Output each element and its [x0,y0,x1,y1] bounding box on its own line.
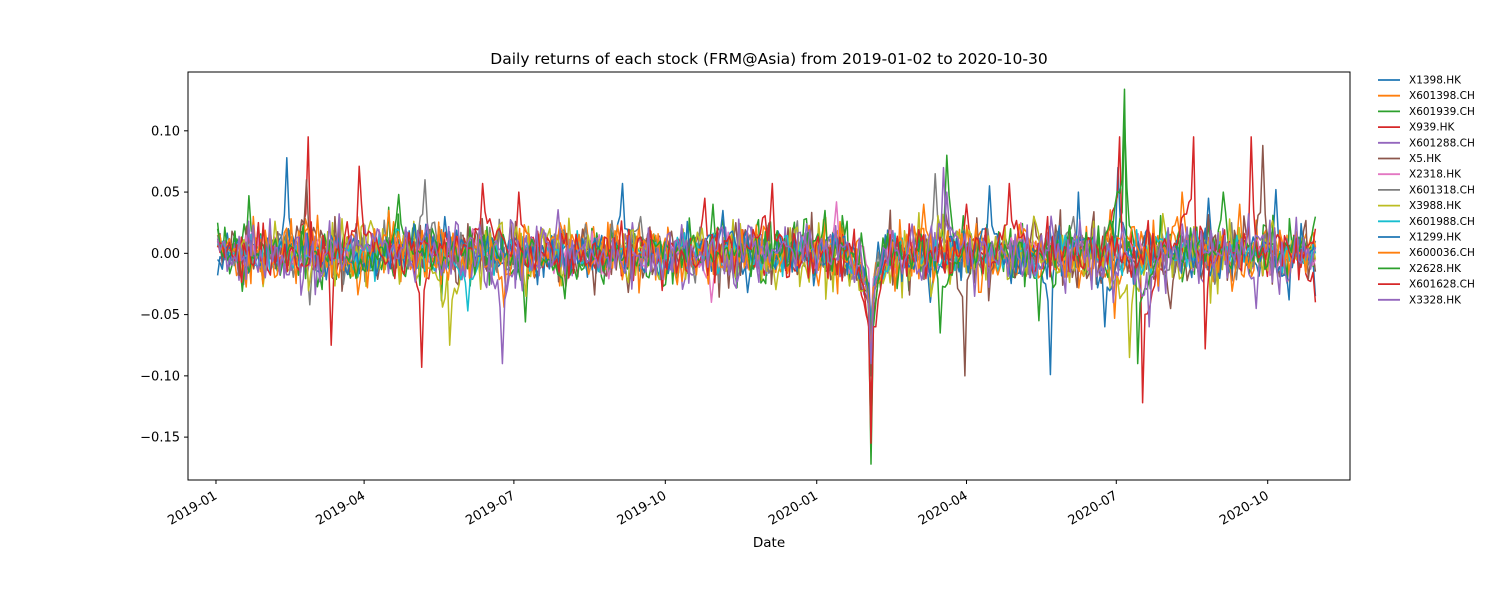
legend-label: X2318.HK [1409,169,1462,181]
legend-label: X601318.CH [1409,184,1475,196]
legend-label: X3988.HK [1409,200,1462,212]
x-tick-label: 2019-04 [314,488,369,528]
x-tick-label: 2020-10 [1217,488,1272,528]
legend-label: X5.HK [1409,153,1442,165]
x-tick-label: 2020-01 [766,488,821,528]
legend-label: X600036.CH [1409,247,1475,259]
plot-lines [216,88,1317,465]
legend-label: X601988.CH [1409,216,1475,228]
series-line-x2628-hk [216,88,1317,465]
legend: X1398.HK X601398.CH X601939.CH X939.HK X6012… [1378,75,1475,306]
x-axis-label: Date [753,535,785,551]
legend-label: X601398.CH [1409,90,1475,102]
legend-label: X2628.HK [1409,263,1462,275]
legend-label: X939.HK [1409,122,1455,134]
axes-frame [187,71,1351,481]
y-tick-label: −0.15 [140,431,180,446]
y-tick-label: 0.00 [151,247,180,262]
chart-title: Daily returns of each stock (FRM@Asia) f… [490,50,1047,68]
x-tick-label: 2019-07 [463,488,518,528]
y-tick-label: −0.10 [140,369,180,384]
series-line-x1299-hk [216,185,1317,340]
legend-label: X1299.HK [1409,232,1462,244]
y-tick-label: 0.05 [151,186,180,201]
x-axis: 2019-01 2019-04 2019-07 2019-10 2020-01 2020-… [165,480,1272,529]
legend-label: X601628.CH [1409,279,1475,291]
y-tick-label: 0.10 [151,124,180,139]
legend-label: X601288.CH [1409,137,1475,149]
series-line-x3328-hk [216,166,1317,365]
x-tick-label: 2019-01 [165,488,220,528]
x-tick-label: 2020-07 [1066,488,1121,528]
x-tick-label: 2019-10 [615,488,670,528]
legend-label: X601939.CH [1409,106,1475,118]
legend-label: X1398.HK [1409,75,1462,87]
legend-label: X3328.HK [1409,294,1462,306]
x-tick-label: 2020-04 [916,488,971,528]
y-axis: 0.10 0.05 0.00 −0.05 −0.10 −0.15 [140,124,188,446]
y-tick-label: −0.05 [140,308,180,323]
